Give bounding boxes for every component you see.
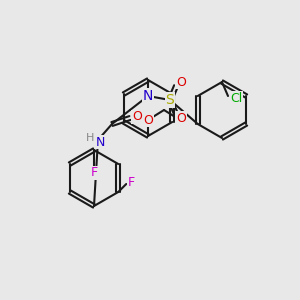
Text: O: O — [132, 110, 142, 124]
Text: N: N — [95, 136, 105, 148]
Text: H: H — [86, 133, 94, 143]
Text: O: O — [176, 76, 186, 88]
Text: O: O — [143, 113, 153, 127]
Text: O: O — [176, 112, 186, 124]
Text: F: F — [90, 167, 98, 179]
Text: S: S — [166, 93, 174, 107]
Text: N: N — [143, 89, 153, 103]
Text: F: F — [128, 176, 135, 188]
Text: Cl: Cl — [230, 92, 242, 104]
